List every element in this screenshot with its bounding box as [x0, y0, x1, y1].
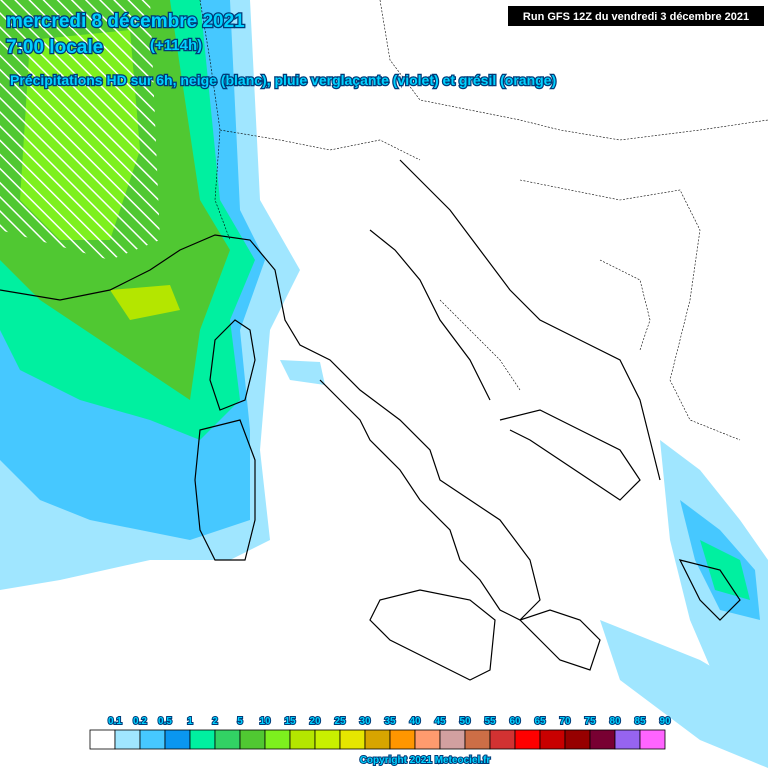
legend-swatch	[189, 729, 216, 750]
product: Précipitations HD sur 6h, neige (blanc),…	[10, 72, 556, 88]
legend-label: 55	[484, 716, 496, 727]
legend-label: 1	[187, 716, 193, 727]
legend-swatch	[539, 729, 566, 750]
legend-label: 15	[284, 716, 296, 727]
legend-label: 25	[334, 716, 346, 727]
copyright: Copyright 2021 Meteociel.fr	[360, 755, 491, 766]
legend-label: 65	[534, 716, 546, 727]
legend-label: 10	[259, 716, 271, 727]
run-info: Run GFS 12Z du vendredi 3 décembre 2021	[523, 11, 749, 23]
legend-label: 30	[359, 716, 371, 727]
legend-swatch	[164, 729, 191, 750]
legend-swatch	[239, 729, 266, 750]
legend-swatch	[214, 729, 241, 750]
legend-label: 0.1	[108, 716, 122, 727]
borders	[199, 0, 768, 441]
legend-swatch	[614, 729, 641, 750]
local-time: 7:00 locale	[6, 37, 103, 58]
legend-swatch	[514, 729, 541, 750]
legend-swatch	[264, 729, 291, 750]
legend-label: 0.5	[158, 716, 172, 727]
legend-label: 85	[634, 716, 646, 727]
date: mercredi 8 décembre 2021	[6, 11, 245, 32]
legend-label: 5	[237, 716, 243, 727]
legend-label: 0.2	[133, 716, 147, 727]
legend: 0.1 0.2 0.5 1 2 5 10 15 20 25 30 35 40 45 50 55 60 65 70 75…	[89, 715, 672, 750]
legend-swatch	[389, 729, 416, 750]
legend-swatch	[339, 729, 366, 750]
legend-swatch	[639, 729, 666, 750]
legend-swatch	[289, 729, 316, 750]
legend-swatch	[564, 729, 591, 750]
legend-swatch	[489, 729, 516, 750]
lead-time: (+114h)	[150, 37, 202, 54]
legend-label: 75	[584, 716, 596, 727]
legend-label: 45	[434, 716, 446, 727]
legend-swatch	[464, 729, 491, 750]
legend-label: 80	[609, 716, 621, 727]
legend-swatch	[139, 729, 166, 750]
legend-swatch	[314, 729, 341, 750]
legend-label: 35	[384, 716, 396, 727]
legend-label: 2	[212, 716, 218, 727]
legend-swatch	[589, 729, 616, 750]
header: mercredi 8 décembre 2021 7:00 locale (+1…	[5, 6, 764, 89]
run-box	[508, 6, 764, 26]
legend-swatch	[114, 729, 141, 750]
legend-label: 40	[409, 716, 421, 727]
legend-swatch	[364, 729, 391, 750]
legend-label: 70	[559, 716, 571, 727]
legend-label: 90	[659, 716, 671, 727]
coastlines	[0, 159, 741, 681]
legend-label: 50	[459, 716, 471, 727]
legend-label: 60	[509, 716, 521, 727]
legend-label: 20	[309, 716, 321, 727]
legend-swatch	[414, 729, 441, 750]
legend-swatch	[89, 729, 116, 750]
legend-swatch	[439, 729, 466, 750]
